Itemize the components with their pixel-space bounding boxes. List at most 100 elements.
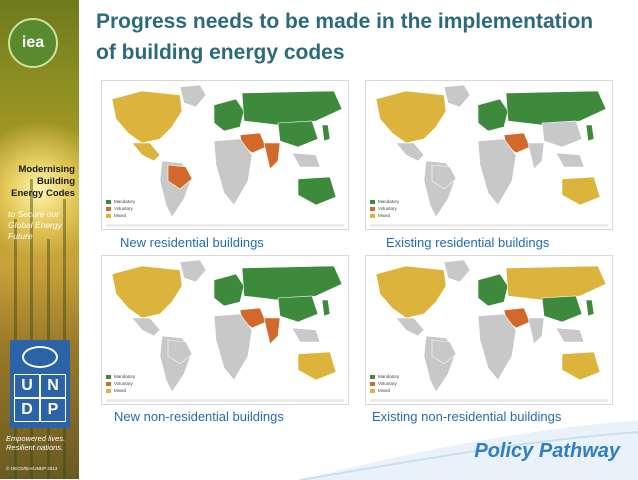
region-jp bbox=[585, 124, 595, 142]
region-au bbox=[297, 351, 337, 381]
map-disclaimer bbox=[106, 224, 344, 227]
grass-stalk bbox=[30, 179, 33, 479]
region-au bbox=[561, 351, 601, 381]
iea-logo: iea bbox=[8, 18, 58, 68]
region-cn bbox=[277, 120, 319, 148]
legend-item-mandatory: Mandatory bbox=[370, 198, 399, 205]
legend-swatch bbox=[106, 213, 111, 218]
region-br bbox=[431, 339, 457, 365]
region-cn bbox=[277, 295, 319, 323]
legend-label: Voluntary bbox=[378, 381, 397, 386]
series-title: Modernising Building Energy Codes bbox=[11, 164, 75, 199]
legend-label: Voluntary bbox=[114, 206, 133, 211]
caption-new-nonresidential: New non-residential buildings bbox=[114, 409, 284, 424]
region-na bbox=[375, 90, 447, 144]
legend-label: Mandatory bbox=[114, 374, 136, 379]
grass-stalk bbox=[63, 199, 66, 479]
region-in bbox=[527, 142, 545, 170]
legend-swatch bbox=[106, 388, 111, 393]
legend-item-mixed: Mixed bbox=[370, 212, 399, 219]
map-legend: Mandatory Voluntary Mixed bbox=[106, 373, 135, 394]
region-ru bbox=[241, 90, 343, 126]
legend-swatch bbox=[106, 206, 111, 211]
undp-tagline: Empowered lives. Resilient nations. bbox=[6, 434, 66, 452]
region-jp bbox=[321, 124, 331, 142]
copyright-note: © OECD/IEA/UNDP 2013 bbox=[6, 466, 58, 471]
legend-label: Mandatory bbox=[114, 199, 136, 204]
region-mx bbox=[395, 142, 425, 162]
map-new-nonresidential: Mandatory Voluntary Mixed bbox=[101, 255, 349, 405]
region-au bbox=[297, 176, 337, 206]
region-sea bbox=[291, 327, 321, 343]
legend-label: Mandatory bbox=[378, 199, 400, 204]
region-br bbox=[167, 339, 193, 365]
footer-swoosh bbox=[300, 420, 638, 480]
map-disclaimer bbox=[106, 399, 344, 402]
legend-label: Mandatory bbox=[378, 374, 400, 379]
legend-label: Mixed bbox=[378, 213, 391, 218]
region-au bbox=[561, 176, 601, 206]
region-gl bbox=[179, 259, 207, 283]
region-br bbox=[167, 164, 193, 190]
region-af bbox=[477, 313, 517, 381]
sidebar-banner: iea Modernising Building Energy Codes to… bbox=[0, 0, 79, 479]
region-cn bbox=[541, 295, 583, 323]
region-cn bbox=[541, 120, 583, 148]
legend-swatch bbox=[106, 199, 111, 204]
undp-logo: U N D P bbox=[10, 340, 70, 428]
legend-swatch bbox=[370, 381, 375, 386]
legend-label: Mixed bbox=[114, 213, 127, 218]
legend-swatch bbox=[370, 199, 375, 204]
region-eu bbox=[477, 273, 509, 307]
region-na bbox=[111, 265, 183, 319]
region-gl bbox=[443, 259, 471, 283]
legend-item-mandatory: Mandatory bbox=[106, 198, 135, 205]
region-af bbox=[213, 313, 253, 381]
map-disclaimer bbox=[370, 399, 608, 402]
legend-label: Voluntary bbox=[114, 381, 133, 386]
region-gl bbox=[179, 84, 207, 108]
map-disclaimer bbox=[370, 224, 608, 227]
map-new-residential: Mandatory Voluntary Mixed bbox=[101, 80, 349, 230]
legend-item-voluntary: Voluntary bbox=[106, 205, 135, 212]
legend-swatch bbox=[370, 374, 375, 379]
region-na bbox=[375, 265, 447, 319]
region-ru bbox=[505, 90, 607, 126]
map-legend: Mandatory Voluntary Mixed bbox=[370, 373, 399, 394]
region-in bbox=[263, 317, 281, 345]
caption-existing-residential: Existing residential buildings bbox=[386, 235, 550, 250]
world-map bbox=[111, 84, 343, 218]
caption-new-residential: New residential buildings bbox=[120, 235, 264, 250]
region-mx bbox=[131, 317, 161, 337]
region-eu bbox=[477, 98, 509, 132]
region-sea bbox=[291, 152, 321, 168]
region-in bbox=[527, 317, 545, 345]
world-map bbox=[375, 259, 607, 393]
legend-item-mixed: Mixed bbox=[370, 387, 399, 394]
legend-label: Voluntary bbox=[378, 206, 397, 211]
map-legend: Mandatory Voluntary Mixed bbox=[106, 198, 135, 219]
region-ru bbox=[505, 265, 607, 301]
region-sea bbox=[555, 327, 585, 343]
legend-label: Mixed bbox=[378, 388, 391, 393]
region-ru bbox=[241, 265, 343, 301]
region-af bbox=[477, 138, 517, 206]
region-jp bbox=[321, 299, 331, 317]
region-eu bbox=[213, 273, 245, 307]
world-map bbox=[111, 259, 343, 393]
region-in bbox=[263, 142, 281, 170]
legend-item-mandatory: Mandatory bbox=[370, 373, 399, 380]
legend-item-mixed: Mixed bbox=[106, 387, 135, 394]
legend-swatch bbox=[106, 374, 111, 379]
region-mx bbox=[395, 317, 425, 337]
policy-pathway-brand: Policy Pathway bbox=[474, 440, 620, 462]
page-title: Progress needs to be made in the impleme… bbox=[96, 10, 594, 64]
legend-item-voluntary: Voluntary bbox=[106, 380, 135, 387]
legend-label: Mixed bbox=[114, 388, 127, 393]
region-eu bbox=[213, 98, 245, 132]
region-br bbox=[431, 164, 457, 190]
map-existing-residential: Mandatory Voluntary Mixed bbox=[365, 80, 613, 230]
legend-swatch bbox=[370, 213, 375, 218]
legend-swatch bbox=[370, 388, 375, 393]
sun-glow bbox=[0, 120, 79, 260]
